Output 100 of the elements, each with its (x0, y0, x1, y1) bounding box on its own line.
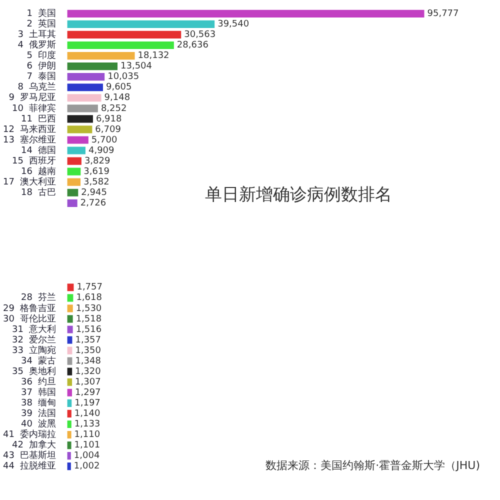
y-tick-label: 37 韩国 (20, 386, 56, 398)
bar (67, 188, 78, 196)
data-label: 1,004 (74, 451, 100, 462)
data-label: 28,636 (176, 40, 209, 51)
bar (67, 104, 98, 112)
data-label: 9,605 (106, 82, 132, 93)
y-tick-label: 38 缅甸 (20, 398, 56, 409)
bar (67, 168, 81, 176)
data-label: 1,140 (74, 409, 100, 420)
bar (67, 157, 82, 165)
bar (67, 10, 424, 18)
y-tick-label: 1 美国 (26, 8, 56, 20)
y-tick-label: 10 菲律宾 (12, 102, 56, 114)
y-tick-label: 34 蒙古 (20, 355, 56, 366)
bar (67, 452, 71, 460)
data-label: 6,709 (95, 124, 122, 135)
bar (67, 146, 86, 154)
y-tick-label: 42 加拿大 (12, 440, 56, 451)
data-label: 9,148 (104, 93, 130, 104)
y-tick-label: 29 格鲁吉亚 (2, 302, 56, 314)
bar (67, 126, 92, 134)
bar (67, 388, 72, 396)
data-label: 1,320 (75, 366, 102, 377)
data-label: 1,348 (75, 356, 102, 366)
y-tick-label: 2 英国 (26, 18, 56, 30)
bar (67, 336, 72, 344)
data-label: 1,002 (74, 462, 100, 472)
annotation: 数据来源：美国约翰斯·霍普金斯大学（JHU) (266, 458, 480, 473)
y-tick-label: 5 印度 (26, 50, 56, 62)
y-tick-label: 32 爱尔兰 (12, 334, 56, 346)
y-tick-label: 35 奥地利 (12, 366, 56, 377)
y-tick-label: 41 委内瑞拉 (2, 429, 56, 440)
bar (67, 284, 74, 292)
bar (67, 368, 72, 376)
data-label: 1,618 (76, 293, 102, 304)
data-label: 8,252 (100, 104, 127, 114)
y-tick-label: 6 伊朗 (26, 60, 56, 72)
data-label: 1,133 (74, 420, 100, 430)
data-label: 2,945 (81, 188, 107, 198)
data-label: 3,829 (84, 156, 110, 166)
y-tick-label: 15 西班牙 (12, 155, 56, 166)
y-tick-label: 39 法国 (20, 408, 56, 420)
y-tick-label: 18 古巴 (20, 186, 56, 198)
bar (67, 441, 72, 450)
bar (67, 30, 182, 39)
bar (67, 420, 72, 428)
y-tick-label: 17 澳大利亚 (2, 176, 56, 188)
y-tick-label: 9 罗马尼亚 (8, 92, 56, 104)
bar (67, 52, 135, 60)
bar (67, 20, 215, 28)
y-tick-label: 8 乌克兰 (18, 82, 56, 93)
data-label: 1,307 (75, 377, 101, 388)
data-label: 5,700 (91, 135, 118, 146)
bar (67, 94, 102, 102)
y-tick-label: 11 巴西 (20, 114, 56, 124)
bar (67, 294, 74, 302)
bar (67, 41, 174, 50)
bar (67, 136, 88, 144)
data-label: 2,726 (80, 198, 106, 208)
y-tick-label: 7 泰国 (26, 71, 56, 82)
bar (67, 315, 73, 323)
data-label: 95,777 (427, 9, 459, 20)
data-label: 18,132 (138, 51, 170, 62)
bar (67, 62, 118, 70)
data-label: 1,110 (74, 430, 100, 440)
y-tick-label: 40 波黑 (20, 418, 56, 430)
data-label: 1,297 (75, 388, 101, 398)
y-tick-label: 31 意大利 (12, 324, 56, 335)
data-label: 3,619 (84, 166, 110, 177)
y-tick-label: 43 巴基斯坦 (2, 450, 56, 462)
bar (67, 378, 72, 386)
data-label: 1,197 (74, 398, 100, 409)
data-label: 1,757 (76, 282, 102, 293)
y-tick-label: 16 越南 (20, 166, 56, 177)
data-label: 1,101 (74, 440, 100, 451)
bar (67, 410, 72, 418)
data-label: 4,909 (88, 146, 115, 156)
y-tick-label: 13 塞尔维亚 (2, 134, 56, 146)
bar (67, 73, 105, 81)
bar (67, 178, 81, 186)
y-tick-label: 30 哥伦比亚 (2, 313, 56, 324)
data-label: 3,582 (84, 177, 110, 188)
data-label: 1,350 (75, 346, 102, 356)
y-tick-label: 12 马来西亚 (2, 124, 56, 135)
bar (67, 346, 72, 354)
bar (67, 462, 71, 470)
bar (67, 430, 72, 439)
text: 单日新增确诊病例数排名 (205, 184, 392, 206)
y-tick-label: 33 立陶宛 (12, 344, 56, 356)
bar (67, 326, 73, 334)
data-label: 6,918 (96, 114, 122, 124)
y-tick-label: 44 拉脱维亚 (2, 460, 56, 472)
bar (67, 304, 73, 312)
bar (67, 115, 93, 123)
data-label: 1,516 (76, 324, 102, 335)
y-tick-label: 3 土耳其 (18, 29, 56, 40)
bar (67, 199, 78, 207)
data-label: 30,563 (184, 30, 216, 40)
y-tick-label: 14 德国 (20, 144, 56, 156)
data-label: 13,504 (120, 62, 152, 72)
